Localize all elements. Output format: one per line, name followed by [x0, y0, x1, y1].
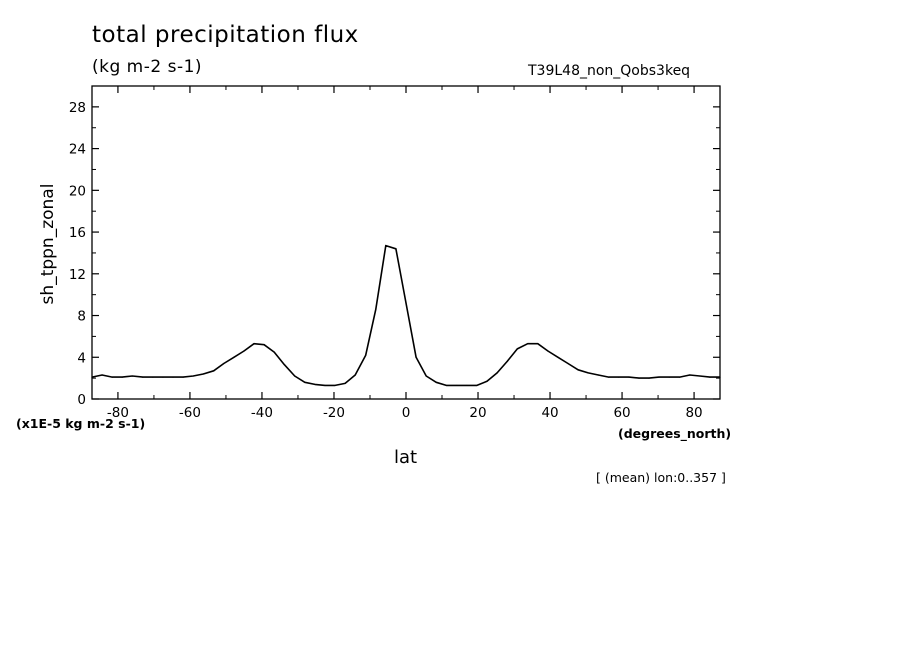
chart-title: total precipitation flux [92, 22, 359, 48]
data-point [456, 384, 458, 387]
data-point [131, 375, 133, 377]
data-point [314, 383, 316, 385]
data-point [618, 376, 620, 378]
x-tick-label: 0 [402, 405, 411, 421]
y-scale-note: (x1E-5 kg m-2 s-1) [16, 416, 146, 431]
x-tick-label: -20 [323, 405, 345, 421]
x-axis-label: lat [394, 447, 418, 468]
data-point [101, 374, 103, 376]
data-point [587, 372, 589, 374]
data-point [709, 376, 711, 378]
x-tick-label: -60 [179, 405, 201, 421]
data-point [253, 343, 255, 345]
data-point [334, 384, 336, 387]
data-point [628, 376, 630, 378]
y-tick-label: 12 [69, 267, 86, 283]
data-point [111, 376, 113, 378]
data-point [152, 376, 154, 378]
data-point [425, 375, 427, 377]
data-point [182, 376, 184, 378]
data-point [557, 356, 559, 358]
data-point [577, 369, 579, 371]
data-point [486, 380, 488, 382]
x-tick-label: -80 [107, 405, 129, 421]
data-point [638, 377, 640, 379]
series-line [91, 244, 720, 387]
y-tick-label: 20 [69, 183, 86, 199]
data-point [304, 381, 306, 383]
data-point [648, 377, 650, 379]
data-point [445, 384, 447, 387]
data-point [344, 382, 346, 384]
data-point [415, 356, 417, 358]
data-point [466, 384, 468, 387]
data-point [354, 374, 356, 376]
data-point [516, 348, 518, 350]
data-point [283, 363, 285, 366]
data-point [375, 308, 377, 310]
chart-units: (kg m-2 s-1) [92, 57, 203, 77]
data-point [405, 302, 407, 304]
data-point [91, 376, 93, 378]
data-point [496, 372, 498, 374]
data-point [233, 356, 235, 358]
x-tick-label: -40 [251, 405, 273, 421]
data-point [597, 374, 599, 376]
data-point [263, 344, 265, 346]
data-point [506, 360, 508, 363]
y-tick-label: 28 [69, 100, 86, 116]
data-point [547, 350, 549, 352]
y-tick-label: 0 [77, 392, 86, 408]
data-point [223, 362, 225, 365]
data-point [679, 376, 681, 378]
data-point [567, 362, 569, 365]
data-point [324, 384, 326, 387]
data-point [142, 376, 144, 378]
data-point [202, 373, 204, 375]
x-tick-label: 80 [685, 405, 702, 421]
data-point [385, 245, 387, 247]
y-tick-label: 8 [77, 309, 86, 325]
data-point [213, 370, 215, 372]
data-point [365, 354, 367, 356]
y-tick-label: 4 [77, 350, 86, 366]
data-point [162, 376, 164, 378]
data-point [668, 376, 670, 378]
data-point [273, 351, 275, 353]
data-point [395, 248, 397, 250]
data-point [689, 374, 691, 376]
x-tick-label: 40 [541, 405, 558, 421]
data-point [294, 375, 296, 377]
plot-frame [91, 85, 721, 400]
y-tick-label: 16 [69, 225, 86, 241]
data-point [435, 381, 437, 383]
data-point [658, 376, 660, 378]
data-point [527, 343, 529, 345]
data-point [121, 376, 123, 378]
x-tick-label: 60 [613, 405, 630, 421]
data-point [719, 376, 721, 378]
x-tick-label: 20 [469, 405, 486, 421]
data-point [192, 375, 194, 377]
data-point [243, 350, 245, 352]
data-point [699, 375, 701, 377]
data-point [537, 343, 539, 345]
data-point [476, 384, 478, 387]
run-name: T39L48_non_Qobs3keq [528, 63, 691, 79]
data-point [172, 376, 174, 378]
x-axis-units: (degrees_north) [618, 426, 732, 441]
y-tick-label: 24 [69, 142, 86, 158]
mean-note: [ (mean) lon:0..357 ] [596, 470, 726, 485]
data-point [608, 376, 610, 378]
